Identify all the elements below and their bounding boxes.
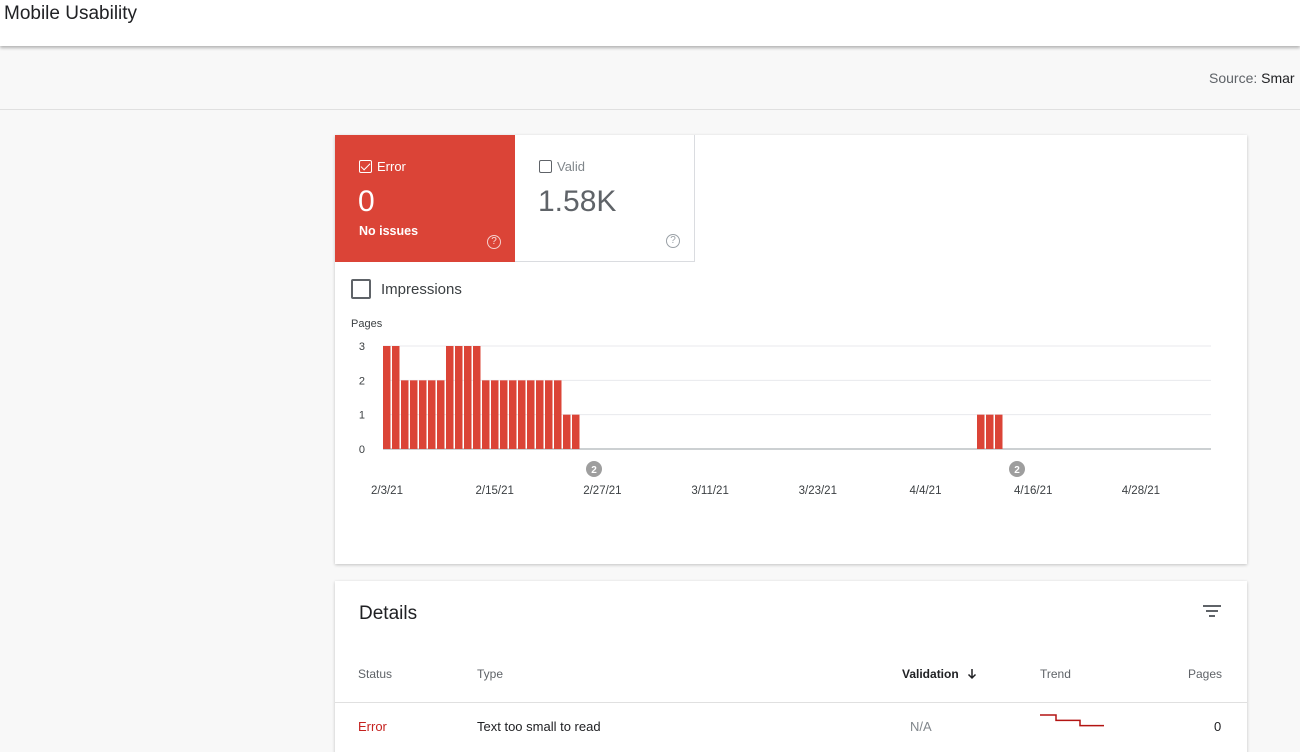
column-header-pages[interactable]: Pages (1188, 667, 1223, 681)
bar (986, 414, 994, 449)
impressions-toggle[interactable]: Impressions (351, 279, 462, 299)
y-tick-label: 2 (359, 375, 365, 387)
bar (455, 346, 463, 449)
row-pages: 0 (1214, 719, 1222, 734)
bar (428, 380, 436, 449)
x-tick-label: 3/11/21 (691, 485, 729, 497)
bar (446, 346, 454, 449)
bar (410, 380, 418, 449)
column-header-validation[interactable]: Validation (902, 667, 978, 681)
y-tick-label: 1 (359, 410, 365, 422)
bar (554, 380, 562, 449)
arrow-down-icon (967, 669, 976, 680)
details-card: Details Status Type Validation Trend Pag… (335, 581, 1247, 752)
filter-bar: Source: Smar (0, 46, 1300, 110)
row-type: Text too small to read (477, 719, 601, 734)
trend-line (1040, 714, 1104, 727)
help-icon[interactable]: ? (666, 234, 680, 248)
annotation-label: 2 (1014, 465, 1020, 476)
x-tick-label: 2/15/21 (476, 485, 514, 497)
filter-icon[interactable] (1201, 602, 1223, 620)
x-tick-label: 3/23/21 (799, 485, 837, 497)
help-icon[interactable]: ? (487, 235, 501, 249)
annotation-marker (586, 461, 602, 477)
bar (572, 414, 580, 449)
bar (383, 346, 391, 449)
column-header-status[interactable]: Status (358, 667, 393, 681)
source-value: Smar (1261, 70, 1295, 86)
x-tick-label: 4/16/21 (1014, 485, 1052, 497)
top-app-bar: Mobile Usability (0, 0, 1300, 46)
annotation-marker (1009, 461, 1025, 477)
page-title: Mobile Usability (4, 3, 138, 24)
error-subtitle: No issues (359, 224, 419, 238)
bar (536, 380, 544, 449)
table-header-divider (335, 702, 1247, 703)
row-validation: N/A (910, 719, 932, 734)
x-tick-label: 4/4/21 (910, 485, 942, 497)
source-filter[interactable]: Source: Smar (1209, 70, 1295, 86)
bar (437, 380, 445, 449)
bar (419, 380, 427, 449)
valid-tile-header: Valid (539, 159, 585, 174)
column-header-type[interactable]: Type (477, 667, 504, 681)
bar (977, 414, 985, 449)
y-tick-label: 3 (359, 341, 365, 353)
bar (392, 346, 400, 449)
bar (491, 380, 499, 449)
pages-bar-chart: Pages 0 1 2 3 2 2 2/3/21 2/15/21 2/27/21 3/11/21 3/… (351, 318, 1211, 497)
valid-count: 1.58K (538, 185, 617, 218)
error-tile-label: Error (377, 159, 406, 174)
row-trend-sparkline (1040, 714, 1104, 727)
bar (500, 380, 508, 449)
x-tick-label: 2/3/21 (371, 485, 403, 497)
valid-tile[interactable]: Valid 1.58K ? (515, 135, 695, 262)
y-tick-label: 0 (359, 444, 365, 456)
details-title: Details (359, 603, 418, 624)
bar (527, 380, 535, 449)
impressions-label: Impressions (381, 280, 462, 298)
bar (995, 414, 1003, 449)
y-axis-label: Pages (351, 318, 383, 330)
error-tile[interactable]: Error 0 No issues ? (335, 135, 515, 262)
x-tick-label: 2/27/21 (583, 485, 621, 497)
bar (509, 380, 517, 449)
summary-chart-card: Error 0 No issues ? Valid 1.58K ? Impres… (335, 135, 1247, 564)
column-header-trend[interactable]: Trend (1040, 667, 1071, 681)
row-status: Error (358, 719, 387, 734)
bar (473, 346, 481, 449)
x-tick-label: 4/28/21 (1122, 485, 1160, 497)
column-header-validation-label: Validation (902, 667, 959, 681)
impressions-checkbox-unchecked-icon[interactable] (351, 279, 371, 299)
valid-checkbox-unchecked-icon[interactable] (539, 160, 552, 173)
bar (464, 346, 472, 449)
bar (401, 380, 409, 449)
error-checkbox-checked-icon[interactable] (359, 160, 372, 173)
valid-tile-label: Valid (557, 159, 585, 174)
bar (563, 414, 571, 449)
source-label: Source: (1209, 70, 1258, 86)
bar (518, 380, 526, 449)
annotation-label: 2 (591, 465, 597, 476)
bar (545, 380, 553, 449)
bar (482, 380, 490, 449)
error-tile-header: Error (359, 159, 406, 174)
error-count: 0 (358, 185, 375, 218)
